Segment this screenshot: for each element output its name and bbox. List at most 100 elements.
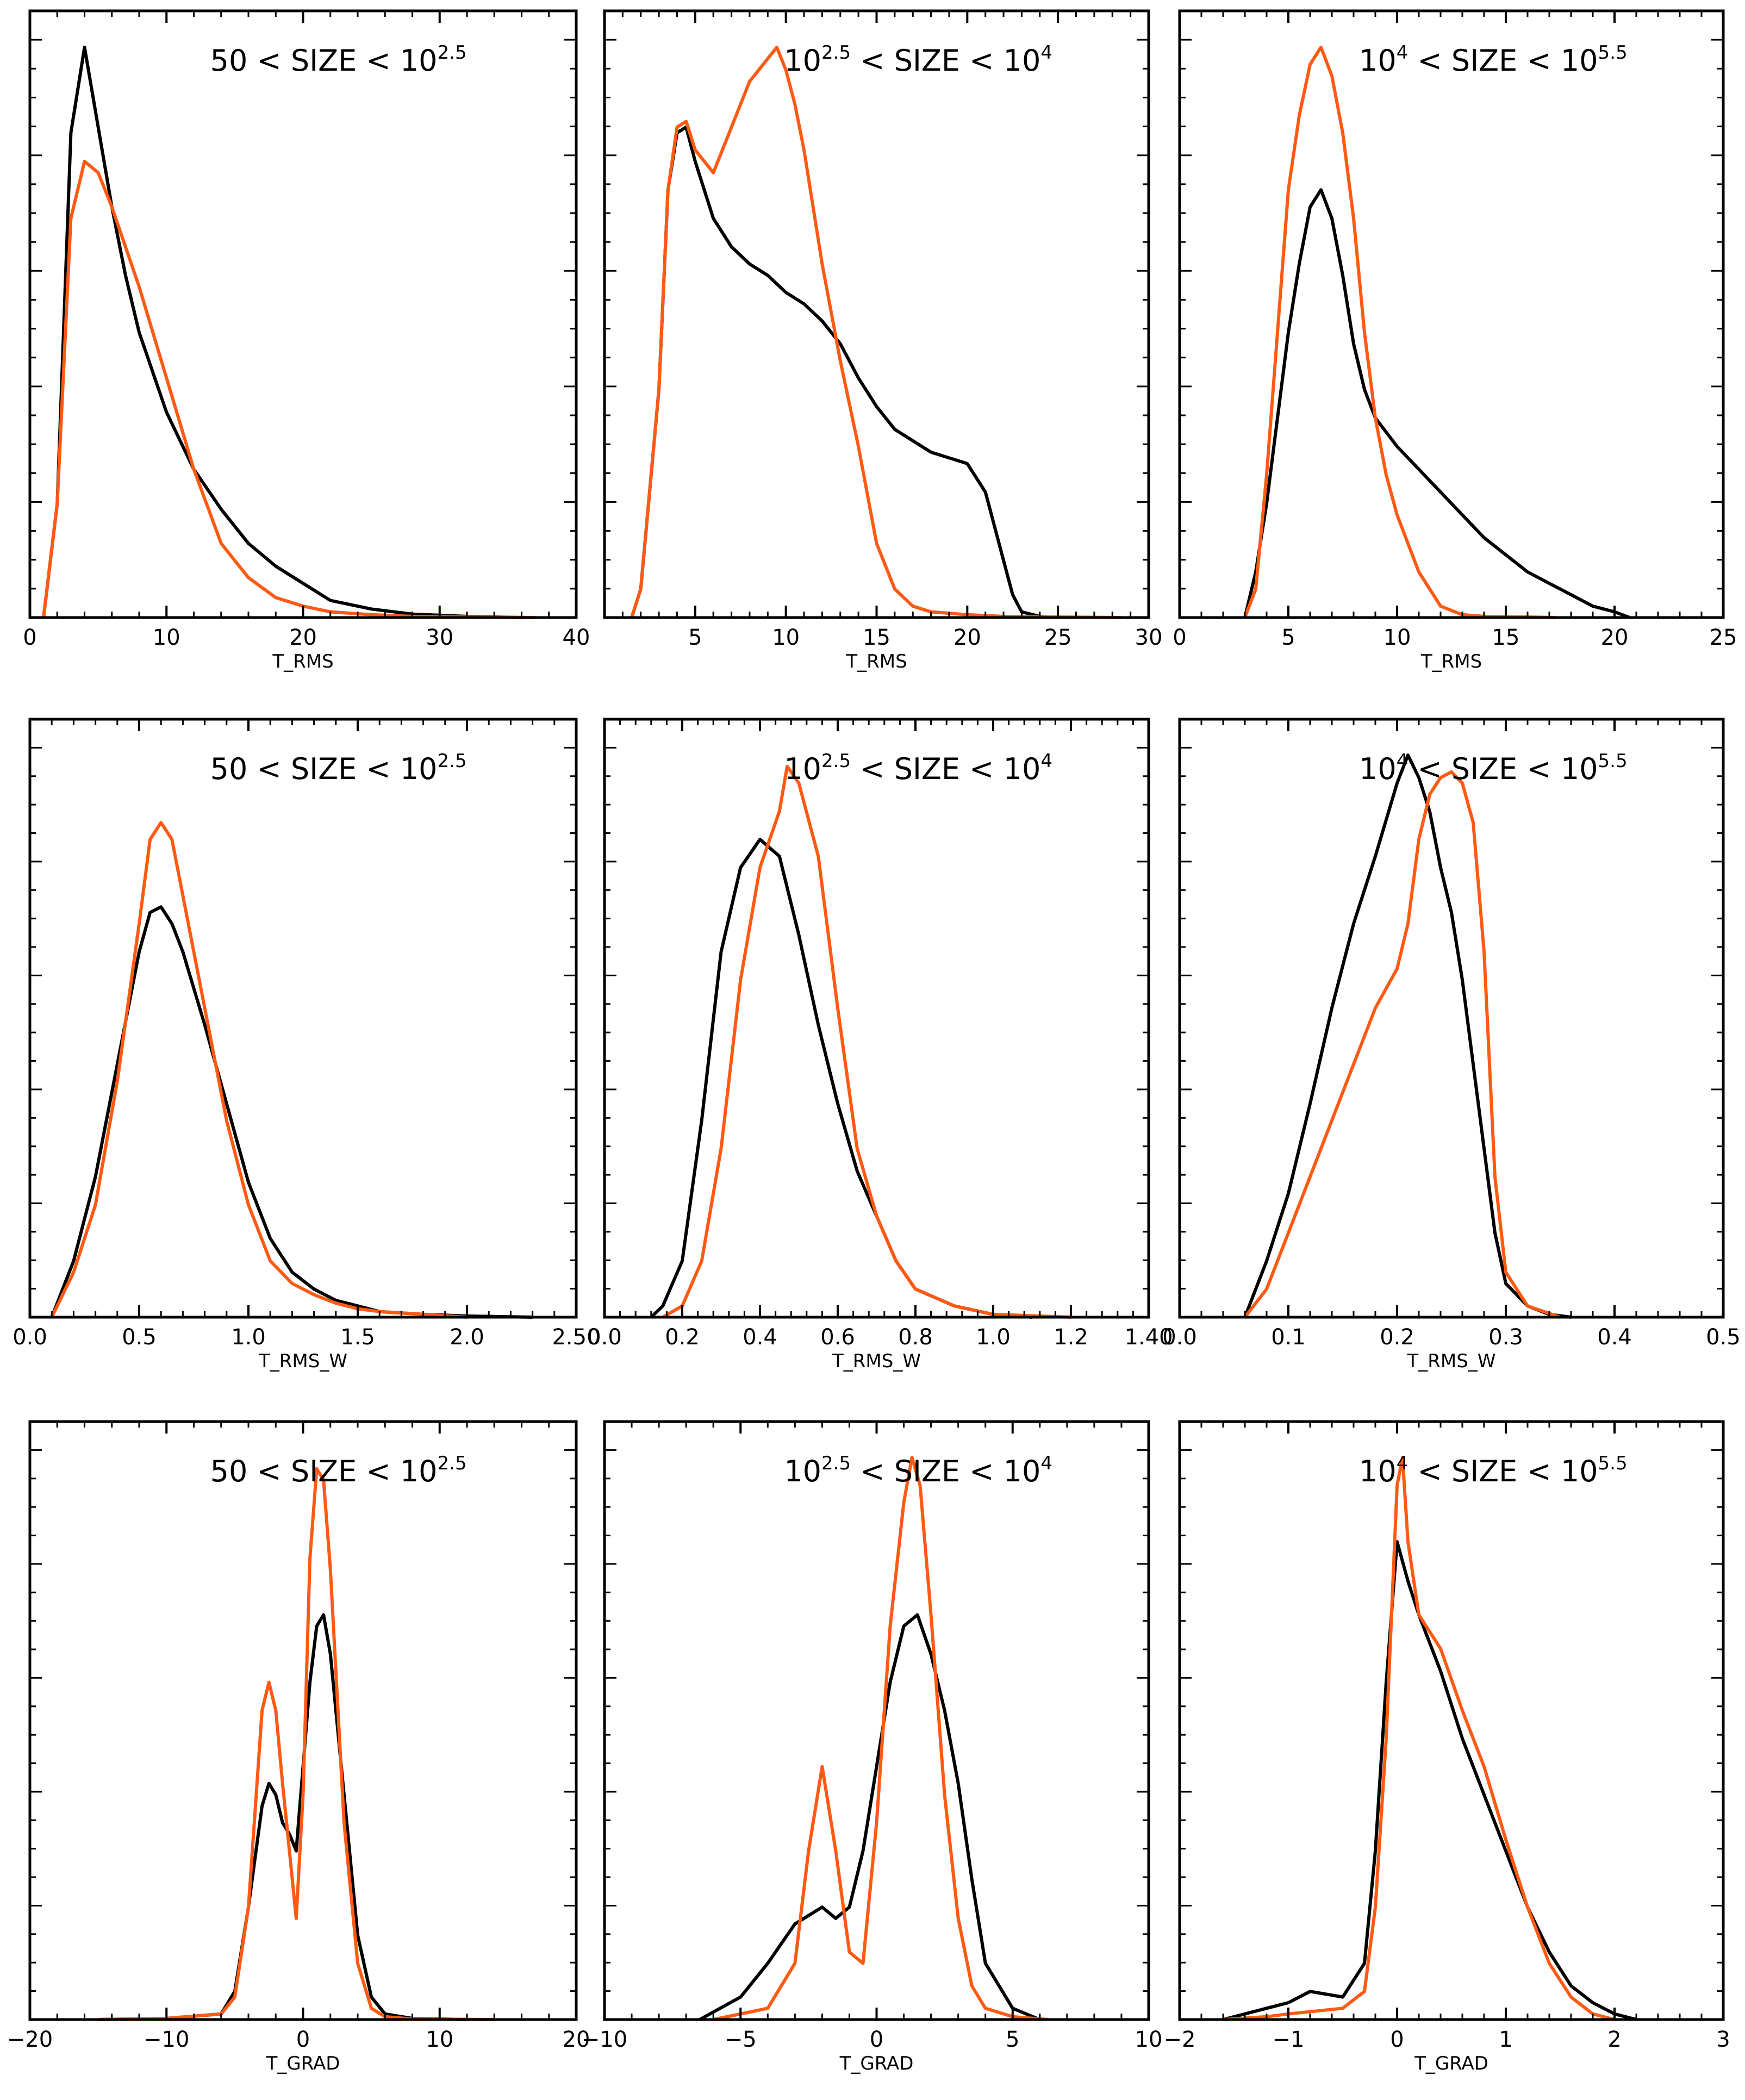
x-tick-label: 3 <box>1716 2027 1730 2052</box>
x-tick-label: 0 <box>870 2027 883 2052</box>
x-tick-label: 25 <box>1044 625 1072 650</box>
x-tick-label: 0.1 <box>1271 1325 1306 1350</box>
x-tick-label: 5 <box>1281 625 1295 650</box>
plot-frame <box>1178 1420 1725 2021</box>
x-tick-label: 15 <box>1492 625 1520 650</box>
series-orange <box>662 764 1071 1319</box>
panel-2: 5 10 15 20 25 30 T_RMS 102.5 < SIZE < 104 <box>603 9 1163 672</box>
x-tick-label: 0.5 <box>1706 1325 1741 1350</box>
x-tick-label: 1.0 <box>231 1325 266 1350</box>
x-tick-label: 2 <box>1607 2027 1621 2052</box>
x-tick-label: 10 <box>1135 2027 1163 2052</box>
x-tick-label: 10 <box>426 2027 453 2052</box>
x-tick-label: 2.0 <box>450 1325 484 1350</box>
plot-frame <box>28 9 578 619</box>
x-tick-label: 20 <box>289 625 317 650</box>
x-tick-label: 0.3 <box>1488 1325 1523 1350</box>
panel-1: 0 10 20 30 40 T_RMS 50 < SIZE < 102.5 <box>23 9 590 672</box>
plot-frame <box>603 1420 1150 2021</box>
x-tick-label: −5 <box>725 2027 757 2052</box>
series-orange <box>42 159 535 619</box>
x-tick-label: 30 <box>426 625 453 650</box>
series-orange <box>1243 46 1556 619</box>
series-orange <box>630 46 1121 619</box>
x-tick-label: 0.4 <box>1597 1325 1632 1350</box>
x-tick-label: 0 <box>296 2027 310 2052</box>
x-tick-label: 0.4 <box>743 1325 777 1350</box>
x-tick-label: 5 <box>688 625 702 650</box>
x-tick-label: 30 <box>1135 625 1163 650</box>
x-tick-label: −2 <box>1164 2027 1196 2052</box>
x-axis-label: T_GRAD <box>266 2053 340 2074</box>
series-black <box>1223 1540 1637 2021</box>
x-tick-label: 1.2 <box>1054 1325 1088 1350</box>
panel-4: 0.0 0.5 1.0 1.5 2.0 2.50 T_RMS_W 50 < SIZE < 10… <box>13 718 601 1372</box>
x-tick-label: 20 <box>953 625 981 650</box>
series-orange <box>713 1456 1049 2021</box>
panel-5: 0.0 0.2 0.4 0.6 0.8 1.0 1.2 1.40 T_RMS_W 102.5 < … <box>587 718 1173 1372</box>
series-black <box>42 46 522 619</box>
x-tick-label: 0.2 <box>665 1325 700 1350</box>
series-black <box>1243 188 1631 619</box>
x-tick-label: 1 <box>1499 2027 1512 2052</box>
x-tick-label: 0.0 <box>587 1325 622 1350</box>
x-tick-label: −10 <box>144 2027 189 2052</box>
x-tick-label: 20 <box>563 2027 590 2052</box>
plot-frame <box>1178 9 1725 619</box>
x-tick-label: −1 <box>1273 2027 1305 2052</box>
panel-7: −20 −10 0 10 20 T_GRAD 50 < SIZE < 102.5 <box>7 1420 590 2074</box>
x-tick-label: 15 <box>863 625 890 650</box>
x-tick-label: 20 <box>1601 625 1629 650</box>
series-orange <box>50 821 468 1319</box>
x-axis-label: T_RMS_W <box>1407 1350 1496 1372</box>
plot-frame <box>28 1420 578 2021</box>
panel-title: 102.5 < SIZE < 104 <box>784 1453 1052 1488</box>
x-tick-label: −10 <box>582 2027 627 2052</box>
series-black <box>1243 753 1572 1319</box>
panel-9: −2 −1 0 1 2 3 T_GRAD 104 < SIZE < 105.5 <box>1164 1420 1730 2074</box>
plot-frame <box>28 718 578 1319</box>
panel-8: −10 −5 0 5 10 T_GRAD 102.5 < SIZE < 104 <box>582 1420 1163 2074</box>
panel-title: 104 < SIZE < 105.5 <box>1359 1453 1628 1488</box>
x-tick-label: 0.5 <box>122 1325 157 1350</box>
panel-6: 0.0 0.1 0.2 0.3 0.4 0.5 T_RMS_W 104 < SIZE < 10… <box>1162 718 1741 1372</box>
x-tick-label: 0 <box>23 625 36 650</box>
x-tick-label: −20 <box>7 2027 53 2052</box>
x-tick-label: 10 <box>1383 625 1411 650</box>
series-orange <box>1243 770 1561 1319</box>
series-black <box>650 838 1032 1319</box>
panel-title: 50 < SIZE < 102.5 <box>210 750 467 786</box>
series-orange <box>98 1467 495 2021</box>
plot-frame <box>1178 718 1725 1319</box>
panel-title: 102.5 < SIZE < 104 <box>784 42 1052 78</box>
x-axis-label: T_RMS <box>1420 651 1482 672</box>
series-black <box>630 125 1058 619</box>
x-axis-label: T_RMS_W <box>258 1350 347 1372</box>
x-tick-label: 1.0 <box>976 1325 1011 1350</box>
x-tick-label: 2.50 <box>552 1325 600 1350</box>
plot-frame <box>603 718 1150 1319</box>
x-axis-label: T_GRAD <box>839 2053 914 2074</box>
x-tick-label: 0.8 <box>898 1325 933 1350</box>
x-tick-label: 10 <box>772 625 800 650</box>
series-black <box>98 1613 468 2021</box>
x-tick-label: 1.40 <box>1124 1325 1173 1350</box>
panel-title: 102.5 < SIZE < 104 <box>784 750 1052 786</box>
x-tick-label: 0.0 <box>1162 1325 1197 1350</box>
x-tick-label: 40 <box>563 625 590 650</box>
series-orange <box>1223 1456 1615 2021</box>
x-axis-label: T_RMS_W <box>832 1350 921 1372</box>
x-tick-label: 1.5 <box>340 1325 375 1350</box>
x-tick-label: 5 <box>1006 2027 1019 2052</box>
x-tick-label: 0 <box>1173 625 1186 650</box>
x-tick-label: 0.2 <box>1380 1325 1414 1350</box>
x-axis-label: T_GRAD <box>1414 2053 1488 2074</box>
x-tick-label: 10 <box>153 625 180 650</box>
x-axis-label: T_RMS <box>845 651 907 672</box>
panel-title: 104 < SIZE < 105.5 <box>1359 42 1628 78</box>
panel-3: 0 5 10 15 20 25 T_RMS 104 < SIZE < 105.5 <box>1173 9 1737 672</box>
x-tick-label: 0 <box>1390 2027 1404 2052</box>
series-black <box>699 1613 1040 2021</box>
x-axis-label: T_RMS <box>272 651 333 672</box>
plot-frame <box>603 9 1150 619</box>
